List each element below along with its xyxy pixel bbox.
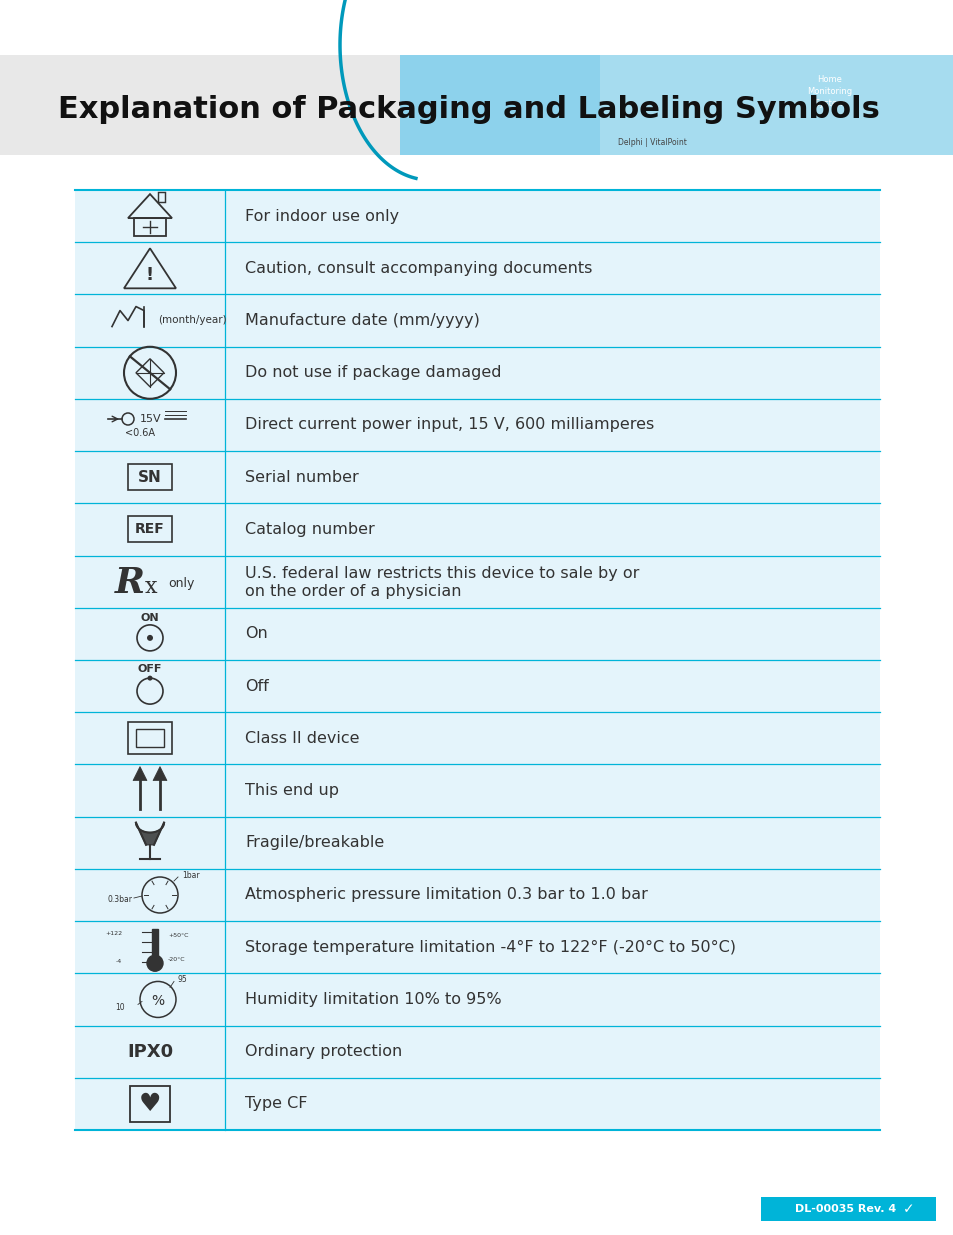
Text: -4: -4 (115, 958, 122, 963)
Text: Class II device: Class II device (245, 731, 359, 746)
Bar (136, 730, 164, 747)
Text: %: % (152, 994, 164, 1009)
Bar (128, 722, 172, 755)
Bar (75, 190, 879, 1130)
Text: Fragile/breakable: Fragile/breakable (245, 835, 384, 850)
Text: on the order of a physician: on the order of a physician (245, 584, 461, 599)
Text: Serial number: Serial number (245, 469, 358, 484)
Text: 10: 10 (115, 1003, 125, 1011)
Text: Atmospheric pressure limitation 0.3 bar to 1.0 bar: Atmospheric pressure limitation 0.3 bar … (245, 888, 647, 903)
Bar (128, 516, 172, 542)
Text: x: x (145, 576, 157, 598)
Text: Do not use if package damaged: Do not use if package damaged (245, 366, 501, 380)
Text: 15V: 15V (140, 414, 161, 424)
Polygon shape (132, 767, 147, 781)
Text: Explanation of Packaging and Labeling Symbols: Explanation of Packaging and Labeling Sy… (58, 95, 879, 124)
Circle shape (147, 635, 152, 641)
Text: OFF: OFF (137, 664, 162, 674)
Bar (158, 193, 165, 203)
Text: Off: Off (245, 678, 269, 694)
Bar (599, 56, 953, 156)
Text: REF: REF (135, 522, 165, 536)
Text: ON: ON (140, 613, 159, 622)
Text: U.S. federal law restricts this device to sale by or: U.S. federal law restricts this device t… (245, 566, 639, 582)
Bar (128, 464, 172, 490)
Text: !: ! (146, 267, 153, 284)
Text: DL-00035 Rev. 4: DL-00035 Rev. 4 (795, 1204, 896, 1214)
Text: Ordinary protection: Ordinary protection (245, 1044, 402, 1060)
Text: -20°C: -20°C (168, 957, 186, 962)
Text: (month/year): (month/year) (158, 315, 227, 325)
Text: +50°C: +50°C (168, 932, 189, 937)
Circle shape (147, 955, 163, 971)
Circle shape (148, 676, 152, 680)
Text: Home
Monitoring
System: Home Monitoring System (806, 75, 852, 107)
Text: Delphi | VitalPoint: Delphi | VitalPoint (618, 138, 686, 147)
Bar (130, 1086, 170, 1121)
Text: Caution, consult accompanying documents: Caution, consult accompanying documents (245, 261, 592, 275)
Text: <0.6A: <0.6A (125, 429, 154, 438)
Bar (133, 219, 166, 236)
Text: Humidity limitation 10% to 95%: Humidity limitation 10% to 95% (245, 992, 501, 1007)
Text: Catalog number: Catalog number (245, 522, 375, 537)
Text: SN: SN (138, 469, 162, 484)
Bar (0, 56, 953, 156)
Text: 95: 95 (178, 974, 188, 984)
Text: On: On (245, 626, 268, 641)
Polygon shape (152, 767, 167, 781)
Bar (760, 1197, 935, 1221)
Text: ♥: ♥ (139, 1092, 161, 1116)
Text: Direct current power input, 15 V, 600 milliamperes: Direct current power input, 15 V, 600 mi… (245, 417, 654, 432)
Text: ✓: ✓ (902, 1202, 914, 1216)
Bar (399, 56, 953, 156)
Text: 0.3bar: 0.3bar (108, 895, 132, 904)
Text: For indoor use only: For indoor use only (245, 209, 398, 224)
Bar (152, 929, 158, 963)
Text: IPX0: IPX0 (127, 1042, 172, 1061)
Text: +122: +122 (105, 931, 122, 936)
Polygon shape (136, 823, 164, 845)
Text: Storage temperature limitation -4°F to 122°F (-20°C to 50°C): Storage temperature limitation -4°F to 1… (245, 940, 735, 955)
Text: R: R (115, 566, 145, 600)
Text: Manufacture date (mm/yyyy): Manufacture date (mm/yyyy) (245, 312, 479, 329)
Text: 1bar: 1bar (182, 871, 199, 879)
Text: only: only (168, 577, 194, 590)
Text: Type CF: Type CF (245, 1097, 307, 1112)
Text: This end up: This end up (245, 783, 338, 798)
